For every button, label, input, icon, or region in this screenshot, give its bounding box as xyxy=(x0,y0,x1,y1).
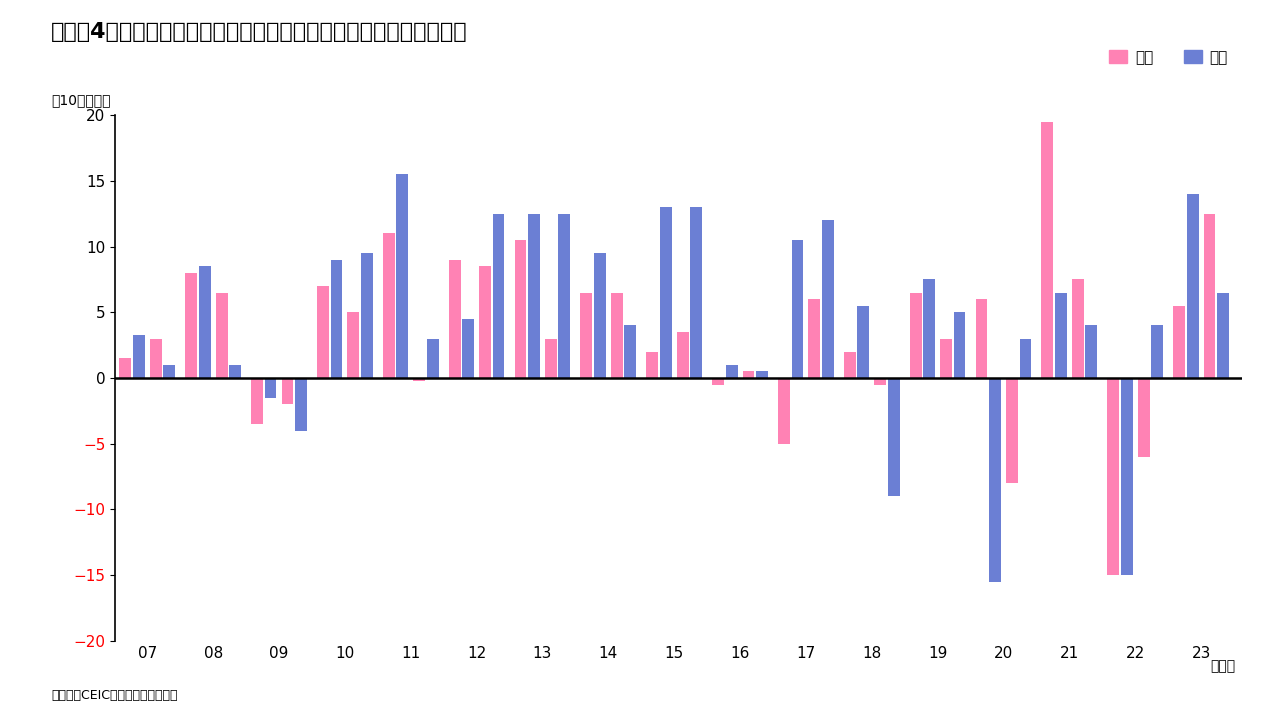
Bar xyxy=(858,306,869,378)
Bar xyxy=(186,273,197,378)
Bar xyxy=(347,312,360,378)
Bar xyxy=(317,286,329,378)
Bar xyxy=(625,325,636,378)
Bar xyxy=(726,365,737,378)
Bar xyxy=(677,332,689,378)
Text: （出所）CEICよりインベスコ作成: （出所）CEICよりインベスコ作成 xyxy=(51,689,178,702)
Bar xyxy=(515,240,526,378)
Bar xyxy=(119,359,132,378)
Bar xyxy=(449,260,461,378)
Bar xyxy=(265,378,276,397)
Bar xyxy=(712,378,724,384)
Text: （図表4）　外国機関投資家によるインド市場へのネット資金フロー: （図表4） 外国機関投資家によるインド市場へのネット資金フロー xyxy=(51,22,467,42)
Bar xyxy=(1217,292,1229,378)
Bar xyxy=(1085,325,1097,378)
Bar xyxy=(529,214,540,378)
Bar xyxy=(282,378,293,405)
Bar xyxy=(1151,325,1164,378)
Legend: 株式, 債券: 株式, 債券 xyxy=(1103,44,1234,71)
Bar xyxy=(874,378,886,384)
Bar xyxy=(1121,378,1133,575)
Bar xyxy=(844,352,856,378)
Bar xyxy=(822,220,833,378)
Bar xyxy=(426,338,439,378)
Bar xyxy=(975,300,987,378)
Bar xyxy=(888,378,900,496)
Bar xyxy=(413,378,425,381)
Bar xyxy=(164,365,175,378)
Bar xyxy=(493,214,504,378)
Bar xyxy=(1203,214,1216,378)
Bar xyxy=(809,300,820,378)
Bar xyxy=(910,292,922,378)
Bar xyxy=(611,292,622,378)
Bar xyxy=(940,338,952,378)
Bar xyxy=(1174,306,1185,378)
Bar xyxy=(756,372,768,378)
Bar xyxy=(558,214,571,378)
Bar xyxy=(923,279,936,378)
Bar xyxy=(133,335,145,378)
Bar xyxy=(1138,378,1149,457)
Bar xyxy=(330,260,342,378)
Bar xyxy=(462,319,474,378)
Bar xyxy=(383,233,394,378)
Bar xyxy=(251,378,262,424)
Bar xyxy=(989,378,1001,582)
Bar xyxy=(229,365,241,378)
Bar xyxy=(361,253,372,378)
Bar xyxy=(778,378,790,444)
Bar xyxy=(659,207,672,378)
Bar xyxy=(594,253,605,378)
Bar xyxy=(580,292,593,378)
Bar xyxy=(545,338,557,378)
Bar xyxy=(742,372,754,378)
Bar xyxy=(296,378,307,431)
Bar xyxy=(1055,292,1066,378)
Bar xyxy=(1071,279,1084,378)
Bar xyxy=(216,292,228,378)
Bar xyxy=(479,266,492,378)
Bar xyxy=(150,338,161,378)
Bar xyxy=(690,207,701,378)
Bar xyxy=(791,240,804,378)
Bar xyxy=(397,174,408,378)
Bar xyxy=(1042,122,1053,378)
Text: （年）: （年） xyxy=(1210,659,1235,672)
Bar xyxy=(1107,378,1119,575)
Bar xyxy=(198,266,211,378)
Bar xyxy=(646,352,658,378)
Bar xyxy=(1006,378,1018,483)
Bar xyxy=(1020,338,1032,378)
Bar xyxy=(1187,194,1198,378)
Text: （10億ドル）: （10億ドル） xyxy=(51,94,110,107)
Bar xyxy=(954,312,965,378)
